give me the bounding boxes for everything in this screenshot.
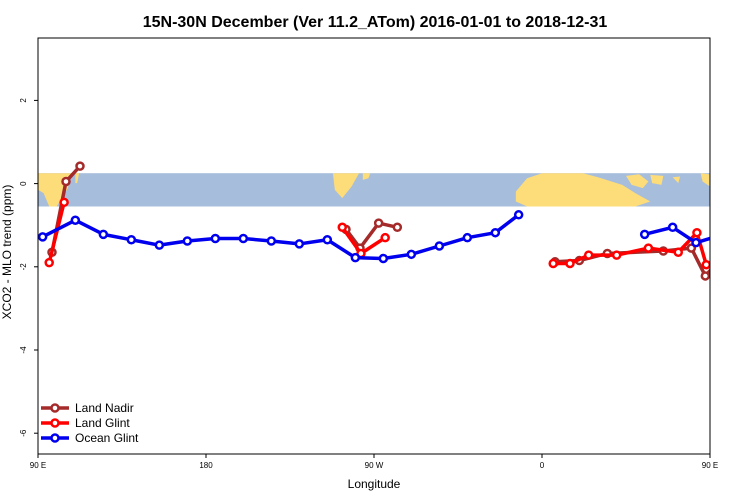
land-glint-point: [738, 198, 745, 205]
ocean-glint-point: [98, 229, 109, 240]
chart-title: 15N-30N December (Ver 11.2_ATom) 2016-01…: [143, 14, 608, 31]
legend-marker-ocean-glint: [50, 433, 60, 443]
land-glint-point: [583, 250, 594, 260]
x-tick-label: 90 W: [365, 461, 384, 470]
ocean-glint-point: [322, 235, 333, 245]
land-nadir-point: [700, 271, 710, 281]
ocean-glint-point: [462, 232, 473, 243]
x-tick-label: 0: [540, 461, 545, 470]
legend-label-land-nadir: Land Nadir: [75, 401, 134, 415]
land-nadir-point: [739, 178, 746, 185]
series-ocean-glint: [38, 210, 732, 264]
ocean-glint-line: [41, 213, 520, 261]
land-mexico: [332, 173, 360, 199]
x-tick-label: 90 E: [30, 461, 46, 470]
ocean-glint-point: [691, 237, 701, 248]
land-glint-point: [673, 247, 684, 257]
land-indochina: [740, 173, 750, 206]
land-nadir-point: [373, 218, 384, 228]
ocean-glint-point: [667, 222, 678, 233]
land-taiwan: [75, 173, 80, 184]
land-pakistan: [700, 173, 710, 187]
y-tick-label: 2: [19, 98, 28, 103]
land-nadir-point: [721, 250, 728, 257]
y-tick-label: -2: [19, 263, 28, 271]
ocean-glint-point: [38, 232, 48, 242]
ocean-glint-point: [513, 210, 524, 220]
y-axis: -6 -4 -2 0 2: [19, 98, 38, 437]
land-nadir-point: [392, 222, 403, 233]
x-axis-label: Longitude: [348, 477, 401, 491]
series-land-glint: [44, 197, 745, 270]
land-arabia: [626, 174, 649, 189]
land-glint-point: [735, 259, 742, 266]
land-nadir-point: [75, 161, 85, 171]
ocean-glint-line: [644, 225, 710, 245]
x-axis: 90 E 180 90 W 0 90 E: [30, 454, 718, 470]
land-glint-point: [716, 260, 723, 267]
x-tick-label: 90 E: [702, 461, 718, 470]
y-tick-label: -6: [19, 429, 28, 437]
land-glint-point: [643, 243, 654, 253]
land-glint-point: [337, 222, 348, 233]
ocean-glint-point: [70, 215, 81, 225]
land-arabia-south: [650, 174, 664, 185]
land-glint-point: [44, 257, 54, 268]
ocean-glint-point: [238, 233, 249, 244]
ocean-glint-point: [725, 229, 732, 236]
ocean-glint-point: [350, 252, 361, 263]
y-axis-label: XCO2 - MLO trend (ppm): [0, 185, 14, 320]
y-tick-label: 0: [19, 181, 28, 186]
land-glint-point: [380, 232, 390, 243]
ocean-glint-point: [182, 236, 193, 246]
land-glint-point: [692, 227, 702, 238]
ocean-glint-point: [378, 253, 389, 264]
land-nadir-line: [344, 221, 398, 250]
ocean-glint-point: [154, 240, 165, 250]
legend-label-land-glint: Land Glint: [75, 416, 130, 430]
ocean-glint-point: [639, 229, 650, 240]
land-nadir-point: [61, 176, 71, 187]
ocean-glint-point: [126, 235, 137, 245]
ocean-glint-point: [210, 233, 221, 244]
x-tick-label: 180: [199, 461, 213, 470]
legend-marker-land-glint: [50, 418, 60, 428]
ocean-glint-point: [490, 227, 501, 238]
land-persia: [672, 176, 681, 184]
land-glint-point: [701, 259, 710, 270]
land-africa: [515, 173, 651, 207]
land-florida: [362, 173, 371, 180]
land-glint-point: [565, 258, 575, 269]
legend-label-ocean-glint: Ocean Glint: [75, 431, 139, 445]
world-map-band: [38, 173, 750, 207]
ocean-glint-point: [434, 241, 445, 251]
land-glint-point: [611, 250, 622, 260]
land-india: [717, 175, 736, 200]
land-glint-point: [548, 258, 558, 269]
land-glint-point: [59, 197, 69, 208]
ocean-glint-point: [266, 236, 277, 246]
ocean-glint-point: [406, 249, 417, 260]
land-glint-line: [47, 201, 66, 264]
y-tick-label: -4: [19, 346, 28, 354]
ocean-glint-point: [294, 239, 305, 249]
legend-marker-land-nadir: [50, 403, 60, 413]
